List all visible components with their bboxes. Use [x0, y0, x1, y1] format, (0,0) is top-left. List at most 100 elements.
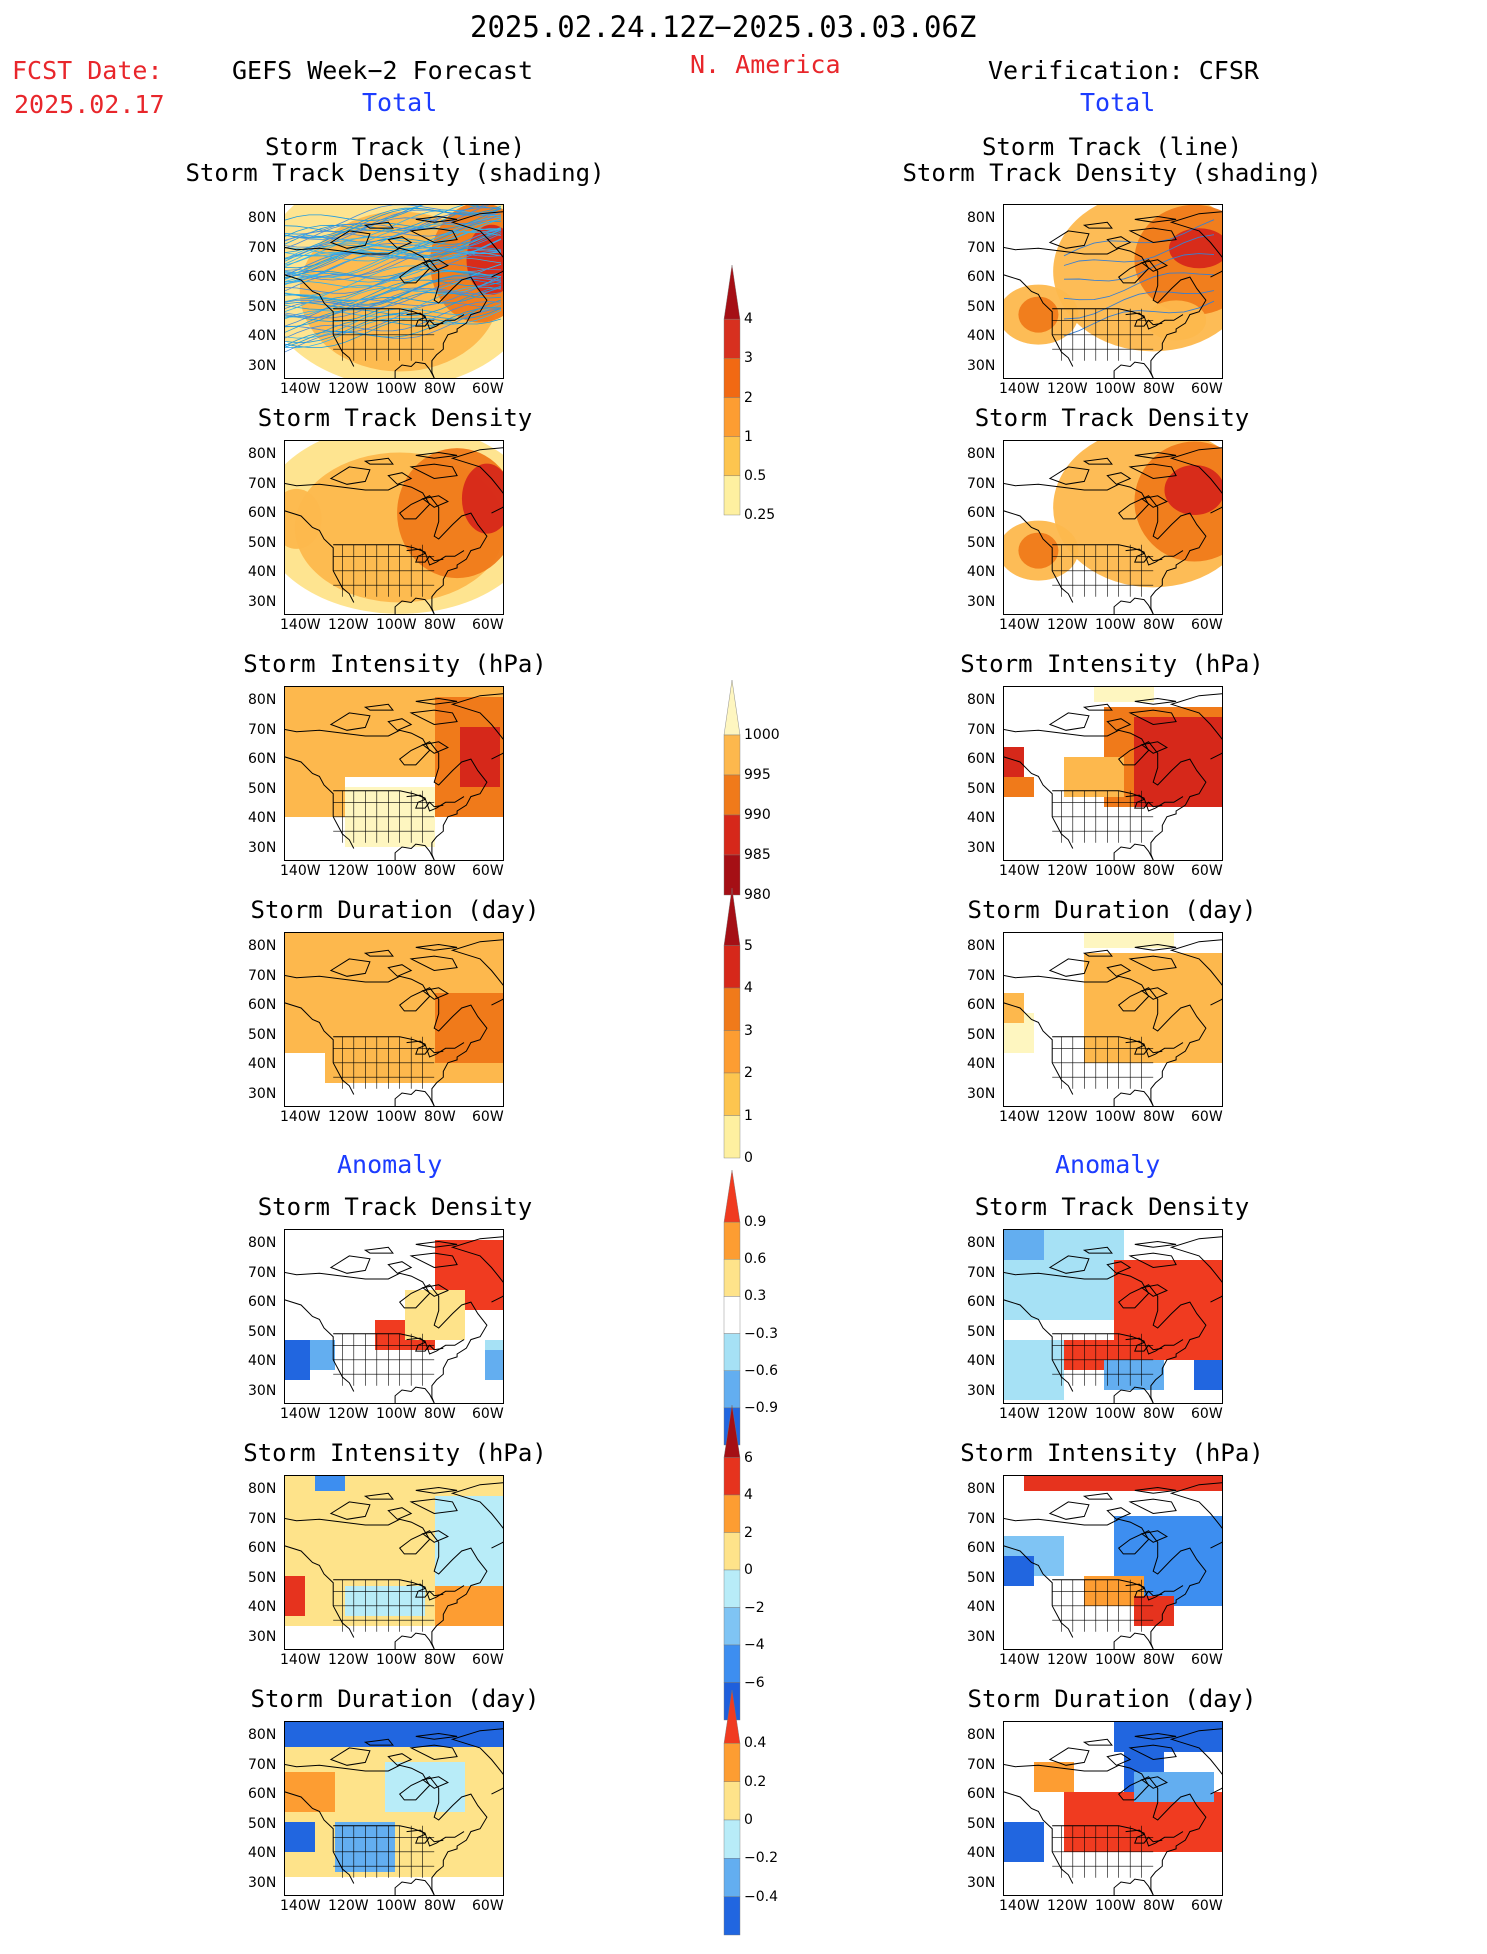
lat-tick-label: 50N [967, 781, 995, 797]
lat-tick-label: 40N [248, 1599, 276, 1615]
lat-tick-label: 40N [248, 328, 276, 344]
map-panel-gefs-1 [284, 440, 504, 615]
lon-tick-label: 60W [1191, 1109, 1223, 1125]
lat-tick-label: 60N [248, 1540, 276, 1556]
lon-tick-label: 120W [1047, 1406, 1088, 1422]
lon-tick-label: 140W [280, 1109, 321, 1125]
lon-tick-label: 120W [328, 617, 369, 633]
right-title-anom-duration: Storm Duration (day) [832, 1685, 1392, 1713]
colorbar-tick: 985 [744, 847, 771, 863]
colorbar-tick: −6 [744, 1675, 765, 1691]
lon-tick-label: 80W [424, 381, 456, 397]
lat-tick-label: 60N [967, 1540, 995, 1556]
lon-tick-label: 60W [472, 1898, 504, 1914]
colorbar-tick: 2 [744, 1525, 753, 1541]
lat-tick-label: 60N [248, 505, 276, 521]
lon-tick-label: 120W [328, 1898, 369, 1914]
lat-tick-label: 40N [248, 810, 276, 826]
colorbar-tick: 0 [744, 1562, 753, 1578]
lon-tick-label: 80W [424, 863, 456, 879]
colorbar-tick: −0.6 [744, 1363, 778, 1379]
lat-tick-label: 70N [248, 1265, 276, 1281]
map-panel-cfsr-4 [1003, 1229, 1223, 1404]
lon-tick-label: 60W [1191, 1406, 1223, 1422]
right-title-track-line: Storm Track (line) [832, 133, 1392, 161]
lon-tick-label: 100W [376, 617, 417, 633]
lat-tick-label: 40N [967, 810, 995, 826]
lat-tick-label: 40N [248, 564, 276, 580]
lon-tick-label: 120W [1047, 381, 1088, 397]
lon-tick-label: 80W [424, 1109, 456, 1125]
lat-tick-label: 70N [248, 1511, 276, 1527]
lon-tick-label: 100W [1095, 1406, 1136, 1422]
lat-tick-label: 70N [248, 1757, 276, 1773]
lon-tick-label: 100W [1095, 863, 1136, 879]
lon-tick-label: 100W [376, 863, 417, 879]
map-panel-gefs-6 [284, 1721, 504, 1896]
left-title-track-shading: Storm Track Density (shading) [115, 159, 675, 187]
lat-tick-label: 40N [967, 1845, 995, 1861]
lon-tick-label: 140W [280, 1652, 321, 1668]
colorbar-tick: 4 [744, 311, 753, 327]
lat-tick-label: 60N [967, 997, 995, 1013]
lon-tick-label: 80W [424, 1898, 456, 1914]
lon-tick-label: 60W [472, 1652, 504, 1668]
lat-tick-label: 30N [248, 1629, 276, 1645]
lat-tick-label: 70N [967, 1511, 995, 1527]
lon-tick-label: 120W [1047, 1109, 1088, 1125]
right-title-track-shading: Storm Track Density (shading) [832, 159, 1392, 187]
lon-tick-label: 140W [999, 1109, 1040, 1125]
lat-tick-label: 80N [248, 938, 276, 954]
lon-tick-label: 100W [376, 1898, 417, 1914]
left-title-density: Storm Track Density [115, 404, 675, 432]
lon-tick-label: 80W [1143, 1109, 1175, 1125]
colorbar-tick: 0.2 [744, 1774, 766, 1790]
colorbar-tick: 4 [744, 980, 753, 996]
lat-tick-label: 80N [248, 692, 276, 708]
lon-tick-label: 140W [999, 1898, 1040, 1914]
map-panel-cfsr-0 [1003, 204, 1223, 379]
left-title-duration: Storm Duration (day) [115, 896, 675, 924]
lat-tick-label: 40N [248, 1845, 276, 1861]
map-panel-gefs-5 [284, 1475, 504, 1650]
lat-tick-label: 70N [967, 476, 995, 492]
lon-tick-label: 60W [472, 381, 504, 397]
lon-tick-label: 100W [376, 1109, 417, 1125]
lon-tick-label: 100W [376, 381, 417, 397]
lon-tick-label: 60W [1191, 863, 1223, 879]
lat-tick-label: 30N [248, 1383, 276, 1399]
map-panel-gefs-4 [284, 1229, 504, 1404]
lon-tick-label: 60W [472, 1406, 504, 1422]
colorbar-tick: −4 [744, 1637, 765, 1653]
lat-tick-label: 50N [967, 1570, 995, 1586]
lat-tick-label: 80N [248, 446, 276, 462]
lat-tick-label: 70N [248, 968, 276, 984]
fcst-date: 2025.02.17 [14, 90, 165, 119]
lat-tick-label: 50N [248, 299, 276, 315]
map-panel-cfsr-5 [1003, 1475, 1223, 1650]
colorbar-tick: 990 [744, 807, 771, 823]
lat-tick-label: 80N [967, 1727, 995, 1743]
colorbar-intensity-total: 1000 995 990 985 980 [722, 680, 812, 910]
lat-tick-label: 60N [967, 269, 995, 285]
lon-tick-label: 80W [424, 617, 456, 633]
lon-tick-label: 100W [1095, 1109, 1136, 1125]
lon-tick-label: 140W [999, 863, 1040, 879]
lat-tick-label: 60N [967, 1294, 995, 1310]
colorbar-track-density-total: 4 3 2 1 0.5 0.25 [722, 265, 812, 530]
colorbar-tick: 1000 [744, 727, 780, 743]
colorbar-tick: 3 [744, 350, 753, 366]
lon-tick-label: 100W [1095, 381, 1136, 397]
lat-tick-label: 50N [248, 1816, 276, 1832]
lon-tick-label: 100W [1095, 617, 1136, 633]
left-title-anom-density: Storm Track Density [115, 1193, 675, 1221]
left-title-intensity: Storm Intensity (hPa) [115, 650, 675, 678]
right-title-anom-density: Storm Track Density [832, 1193, 1392, 1221]
lon-tick-label: 140W [280, 1406, 321, 1422]
lat-tick-label: 50N [248, 781, 276, 797]
lat-tick-label: 70N [248, 240, 276, 256]
colorbar-tick: 0.9 [744, 1214, 766, 1230]
lon-tick-label: 140W [280, 381, 321, 397]
lon-tick-label: 60W [472, 617, 504, 633]
lat-tick-label: 30N [967, 594, 995, 610]
